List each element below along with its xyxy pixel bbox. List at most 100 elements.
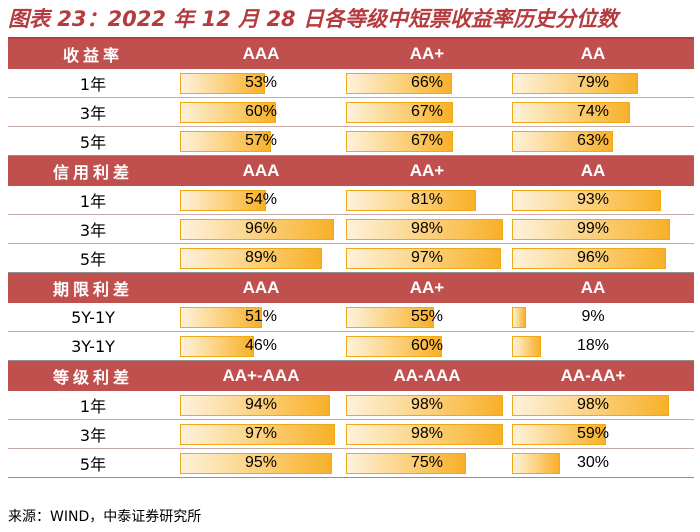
data-bar bbox=[180, 453, 332, 474]
section-header: 期限利差 AAA AA+ AA bbox=[8, 273, 694, 303]
row-label: 3年 bbox=[79, 104, 107, 123]
value-label: 18% bbox=[576, 337, 610, 354]
data-bar bbox=[512, 131, 613, 152]
data-bar bbox=[180, 219, 334, 240]
value-label: 54% bbox=[244, 191, 278, 208]
data-bar bbox=[346, 453, 466, 474]
value-cell: 9% bbox=[510, 303, 676, 331]
value-cell: 93% bbox=[510, 186, 676, 214]
column-header: AAA bbox=[242, 278, 280, 297]
value-label: 94% bbox=[244, 396, 278, 413]
percentile-table: 收益率 AAA AA+ AA 1年 53% 66% 79% 3年 60% 67% 74% 5年 57% 67… bbox=[8, 39, 694, 478]
section-header: 收益率 AAA AA+ AA bbox=[8, 39, 694, 69]
value-cell: 95% bbox=[178, 449, 344, 477]
column-header: AA-AAA bbox=[393, 366, 461, 385]
value-cell: 75% bbox=[344, 449, 510, 477]
value-cell: 66% bbox=[344, 69, 510, 97]
value-cell: 98% bbox=[344, 420, 510, 448]
column-header: AA+ bbox=[409, 44, 445, 63]
column-header: AAA bbox=[242, 161, 280, 180]
data-bar bbox=[180, 131, 271, 152]
value-cell: 18% bbox=[510, 332, 676, 360]
data-bar bbox=[180, 395, 330, 416]
value-label: 97% bbox=[244, 425, 278, 442]
value-cell: 96% bbox=[178, 215, 344, 243]
data-bar bbox=[346, 424, 503, 445]
column-header: AA+ bbox=[409, 278, 445, 297]
value-label: 98% bbox=[410, 220, 444, 237]
column-header: AAA bbox=[242, 44, 280, 63]
column-header: AA bbox=[580, 161, 606, 180]
value-label: 57% bbox=[244, 132, 278, 149]
data-bar bbox=[512, 190, 661, 211]
section-name: 信用利差 bbox=[52, 163, 133, 182]
value-label: 98% bbox=[410, 425, 444, 442]
value-cell: 97% bbox=[178, 420, 344, 448]
data-bar bbox=[180, 73, 265, 94]
data-bar bbox=[346, 336, 442, 357]
table-row: 1年 54% 81% 93% bbox=[8, 186, 694, 215]
value-cell: 89% bbox=[178, 244, 344, 272]
data-bar bbox=[346, 190, 476, 211]
value-cell: 30% bbox=[510, 449, 676, 477]
value-label: 95% bbox=[244, 454, 278, 471]
value-cell: 60% bbox=[344, 332, 510, 360]
value-cell: 79% bbox=[510, 69, 676, 97]
data-bar bbox=[512, 73, 638, 94]
value-label: 59% bbox=[576, 425, 610, 442]
value-label: 79% bbox=[576, 74, 610, 91]
value-label: 63% bbox=[576, 132, 610, 149]
value-cell: 81% bbox=[344, 186, 510, 214]
data-bar bbox=[346, 102, 453, 123]
table-row: 5Y-1Y 51% 55% 9% bbox=[8, 303, 694, 332]
row-label: 3年 bbox=[79, 426, 107, 445]
value-cell: 98% bbox=[344, 391, 510, 419]
row-label: 3Y-1Y bbox=[71, 336, 115, 356]
value-cell: 57% bbox=[178, 127, 344, 155]
data-bar bbox=[346, 131, 453, 152]
value-label: 67% bbox=[410, 132, 444, 149]
value-label: 89% bbox=[244, 249, 278, 266]
value-label: 99% bbox=[576, 220, 610, 237]
value-label: 60% bbox=[410, 337, 444, 354]
row-label: 5Y-1Y bbox=[71, 307, 115, 327]
value-label: 96% bbox=[576, 249, 610, 266]
column-header: AA-AA+ bbox=[560, 366, 626, 385]
row-label: 5年 bbox=[79, 250, 107, 269]
row-label: 5年 bbox=[79, 455, 107, 474]
data-bar bbox=[346, 73, 452, 94]
value-label: 46% bbox=[244, 337, 278, 354]
row-label: 1年 bbox=[79, 192, 107, 211]
value-label: 93% bbox=[576, 191, 610, 208]
title-divider bbox=[8, 37, 694, 39]
value-label: 55% bbox=[410, 308, 444, 325]
value-label: 74% bbox=[576, 103, 610, 120]
value-label: 53% bbox=[244, 74, 278, 91]
value-cell: 99% bbox=[510, 215, 676, 243]
table-row: 3年 60% 67% 74% bbox=[8, 98, 694, 127]
table-row: 1年 94% 98% 98% bbox=[8, 391, 694, 420]
value-cell: 53% bbox=[178, 69, 344, 97]
value-label: 81% bbox=[410, 191, 444, 208]
value-label: 51% bbox=[244, 308, 278, 325]
section-header: 等级利差 AA+-AAA AA-AAA AA-AA+ bbox=[8, 361, 694, 391]
value-cell: 67% bbox=[344, 127, 510, 155]
data-bar bbox=[512, 102, 630, 123]
row-label: 5年 bbox=[79, 133, 107, 152]
value-label: 98% bbox=[576, 396, 610, 413]
section-name: 期限利差 bbox=[52, 280, 133, 299]
table-row: 3年 97% 98% 59% bbox=[8, 420, 694, 449]
row-label: 1年 bbox=[79, 75, 107, 94]
value-label: 66% bbox=[410, 74, 444, 91]
value-cell: 63% bbox=[510, 127, 676, 155]
value-cell: 94% bbox=[178, 391, 344, 419]
data-bar bbox=[512, 395, 669, 416]
value-label: 60% bbox=[244, 103, 278, 120]
table-row: 5年 89% 97% 96% bbox=[8, 244, 694, 273]
value-cell: 54% bbox=[178, 186, 344, 214]
data-bar bbox=[180, 307, 262, 328]
value-cell: 97% bbox=[344, 244, 510, 272]
table-row: 3Y-1Y 46% 60% 18% bbox=[8, 332, 694, 361]
value-cell: 74% bbox=[510, 98, 676, 126]
value-cell: 60% bbox=[178, 98, 344, 126]
